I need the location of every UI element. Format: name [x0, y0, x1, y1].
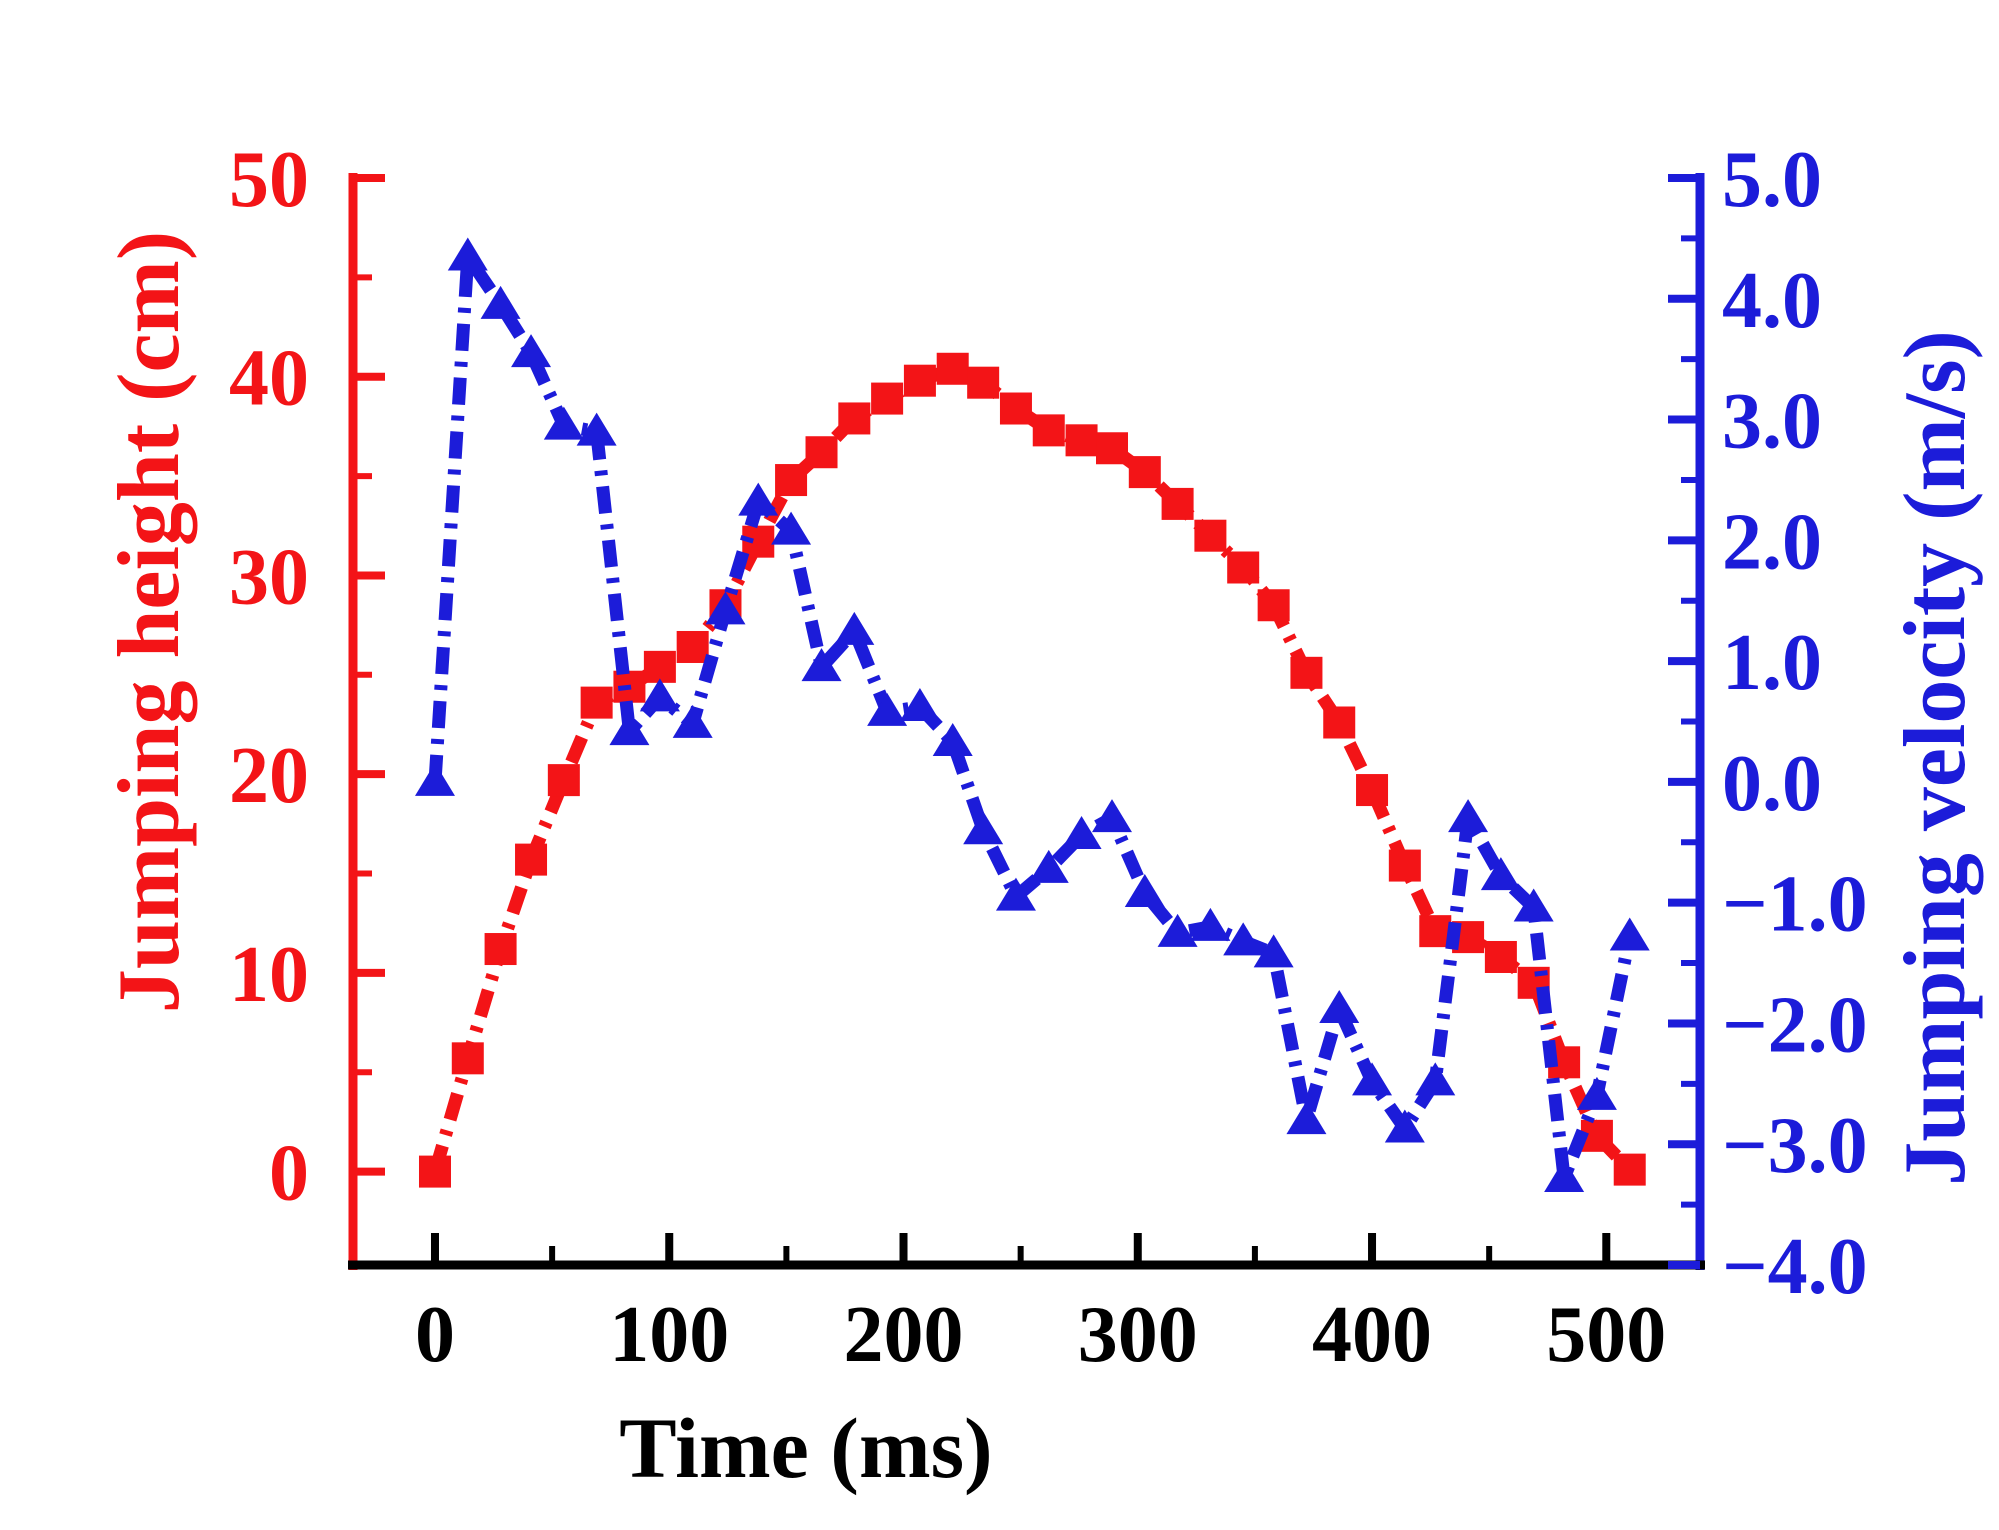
height-series-marker: [643, 650, 676, 683]
left-tick-label: 50: [229, 136, 309, 224]
left-tick-label: 40: [229, 335, 309, 423]
velocity-series-marker: [1384, 1109, 1425, 1143]
right-tick-label: −3.0: [1722, 1102, 1868, 1190]
velocity-series-marker: [1352, 1062, 1393, 1096]
y-axis-label-right: Jumping velocity (m/s): [1887, 330, 1984, 1186]
right-tick-label: −4.0: [1722, 1223, 1868, 1311]
height-series-marker: [1419, 915, 1452, 948]
height-series-marker: [676, 630, 709, 663]
velocity-series-marker: [447, 237, 488, 271]
x-axis-label: Time (ms): [619, 1400, 993, 1496]
velocity-series-marker: [771, 511, 812, 545]
velocity-series-marker: [1092, 799, 1133, 833]
velocity-series-marker: [1576, 1076, 1617, 1110]
height-series-marker: [1161, 487, 1194, 520]
velocity-series-marker: [801, 648, 842, 682]
velocity-series-marker: [672, 704, 713, 738]
left-tick-label: 0: [269, 1130, 309, 1218]
height-series-marker: [903, 364, 936, 397]
left-tick-label: 20: [229, 732, 309, 820]
velocity-series-marker: [738, 482, 779, 516]
height-series-line: [428, 362, 1635, 1175]
height-series-marker: [775, 464, 808, 497]
velocity-series-marker: [1513, 888, 1554, 922]
right-tick-label: 0.0: [1722, 740, 1822, 828]
height-series-marker: [967, 366, 1000, 399]
height-series-marker: [936, 352, 969, 385]
velocity-series-marker: [1319, 989, 1360, 1023]
right-tick-label: −2.0: [1722, 981, 1868, 1069]
height-series-marker: [999, 392, 1032, 425]
velocity-series-marker: [932, 723, 973, 757]
height-series-marker: [418, 1155, 451, 1188]
velocity-series-marker: [963, 811, 1004, 845]
velocity-series-marker: [1223, 922, 1264, 956]
x-tick-label: 500: [1546, 1291, 1666, 1379]
velocity-series-line: [428, 250, 1637, 1185]
x-tick-label: 300: [1078, 1291, 1198, 1379]
left-tick-label: 10: [229, 931, 309, 1019]
velocity-series-marker: [1190, 907, 1231, 941]
height-series-marker: [1194, 519, 1227, 552]
height-series-marker: [1356, 774, 1389, 807]
height-series-marker: [805, 436, 838, 469]
velocity-series-marker: [1157, 913, 1198, 947]
height-series-marker: [1290, 656, 1323, 689]
height-series-marker: [580, 686, 613, 719]
height-series-marker: [1388, 849, 1421, 882]
right-tick-label: 4.0: [1722, 257, 1822, 345]
velocity-series-marker: [480, 285, 521, 319]
height-series-marker: [1128, 456, 1161, 489]
velocity-series-marker: [1544, 1159, 1585, 1193]
velocity-series-marker: [1609, 917, 1650, 951]
height-series-marker: [515, 843, 548, 876]
right-tick-label: 3.0: [1722, 378, 1822, 466]
velocity-series-marker: [576, 412, 617, 446]
velocity-series-marker: [867, 692, 908, 726]
velocity-series-marker: [705, 591, 746, 625]
velocity-series-marker: [834, 611, 875, 645]
velocity-series-marker: [639, 678, 680, 712]
velocity-series-marker: [1028, 849, 1069, 883]
height-series-marker: [1227, 551, 1260, 584]
height-series-marker: [1613, 1153, 1646, 1186]
right-tick-label: 2.0: [1722, 498, 1822, 586]
height-series-marker: [1032, 414, 1065, 447]
height-series-marker: [451, 1042, 484, 1075]
velocity-series-marker: [995, 877, 1036, 911]
velocity-series-marker: [1286, 1101, 1327, 1135]
right-tick-label: 1.0: [1722, 619, 1822, 707]
height-series-marker: [484, 933, 517, 966]
x-tick-label: 100: [609, 1291, 729, 1379]
x-tick-label: 0: [415, 1291, 455, 1379]
height-series-marker: [547, 764, 580, 797]
x-tick-label: 400: [1312, 1291, 1432, 1379]
x-tick-label: 200: [844, 1291, 964, 1379]
velocity-series-marker: [1415, 1062, 1456, 1096]
height-series-marker: [1323, 706, 1356, 739]
right-tick-label: 5.0: [1722, 136, 1822, 224]
velocity-series-marker: [543, 406, 584, 440]
velocity-series-marker: [1480, 857, 1521, 891]
velocity-series-marker: [511, 334, 552, 368]
left-tick-label: 30: [229, 533, 309, 621]
height-series-marker: [1065, 424, 1098, 457]
velocity-series-marker: [1448, 799, 1489, 833]
height-series-marker: [1484, 940, 1517, 973]
velocity-series-marker: [414, 762, 455, 796]
height-series-marker: [871, 382, 904, 415]
velocity-series-marker: [1253, 934, 1294, 968]
velocity-series-marker: [1061, 816, 1102, 850]
height-series-marker: [1096, 432, 1129, 465]
height-series-marker: [1257, 589, 1290, 622]
velocity-series-marker: [899, 688, 940, 722]
velocity-series-marker: [609, 712, 650, 746]
height-series-marker: [838, 402, 871, 435]
velocity-series-marker: [1124, 874, 1165, 908]
right-tick-label: −1.0: [1722, 861, 1868, 949]
y-axis-label-left: Jumping height (cm): [101, 230, 198, 1014]
